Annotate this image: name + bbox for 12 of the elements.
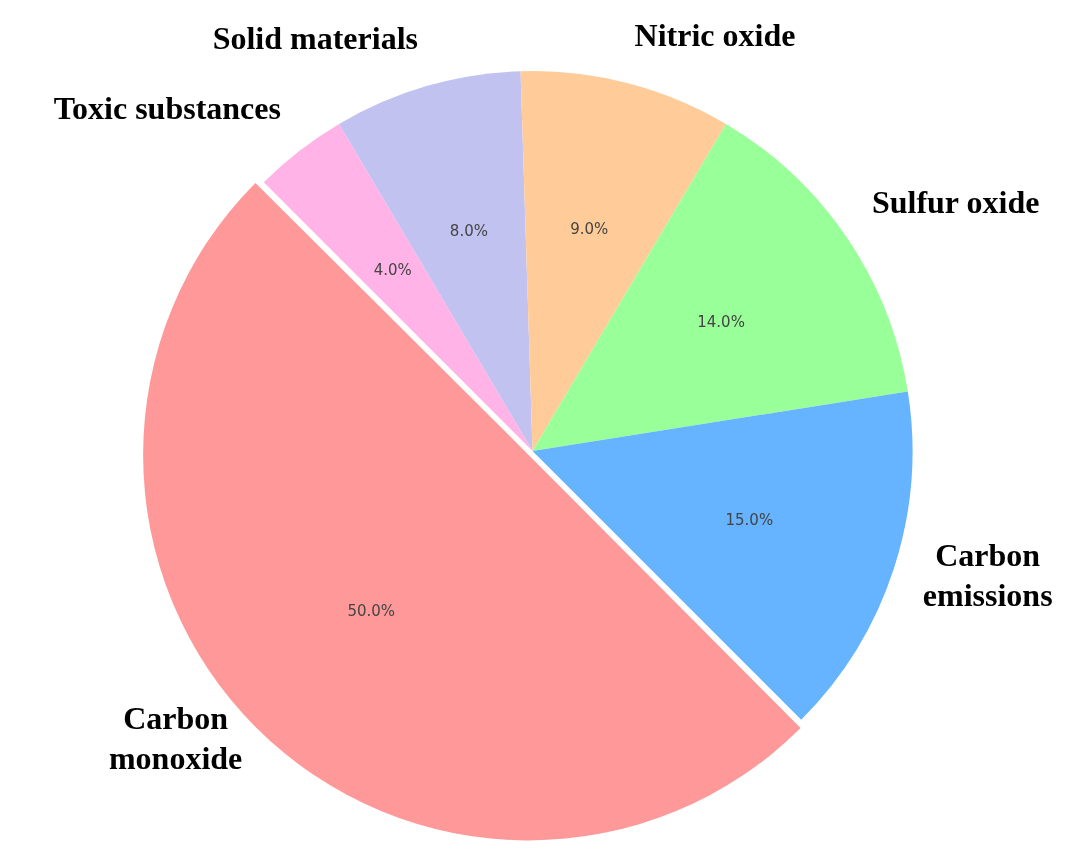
data-label: 9.0%	[570, 220, 609, 239]
slice-label: Carbon monoxide	[108, 700, 243, 777]
slice-label: Solid materials	[212, 20, 418, 57]
data-label: 14.0%	[697, 312, 745, 331]
slice-label: Carbon emissions	[922, 537, 1053, 614]
slice-label: Nitric oxide	[634, 16, 796, 53]
data-label: 4.0%	[373, 260, 412, 279]
data-label: 15.0%	[725, 511, 774, 530]
data-label: 8.0%	[449, 221, 488, 240]
slice-label: Toxic substances	[53, 89, 281, 126]
slice-label: Sulfur oxide	[871, 183, 1040, 220]
data-label: 50.0%	[347, 602, 396, 621]
